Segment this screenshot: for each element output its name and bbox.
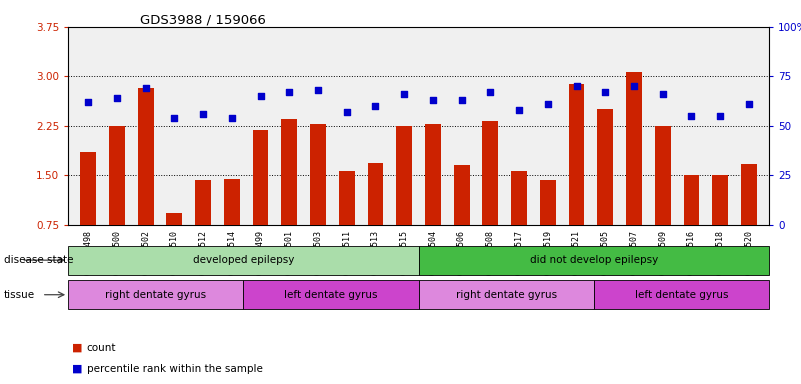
Bar: [654, 126, 670, 274]
Point: [685, 113, 698, 119]
Point: [541, 101, 554, 107]
Point: [656, 91, 669, 97]
Point: [82, 99, 95, 105]
Bar: [138, 88, 154, 274]
Bar: [281, 119, 297, 274]
Point: [197, 111, 210, 117]
Point: [513, 107, 525, 113]
Text: ■: ■: [72, 343, 83, 353]
Bar: [425, 124, 441, 274]
Bar: [598, 109, 613, 274]
Bar: [712, 175, 728, 274]
Text: ■: ■: [72, 364, 83, 374]
Text: left dentate gyrus: left dentate gyrus: [284, 290, 377, 300]
Point: [139, 85, 152, 91]
Text: count: count: [87, 343, 116, 353]
Text: developed epilepsy: developed epilepsy: [192, 255, 294, 265]
Bar: [418, 280, 594, 309]
Text: right dentate gyrus: right dentate gyrus: [456, 290, 557, 300]
Point: [743, 101, 755, 107]
Point: [312, 87, 324, 93]
Bar: [310, 124, 326, 274]
Bar: [68, 280, 244, 309]
Bar: [244, 280, 418, 309]
Point: [570, 83, 583, 89]
Bar: [482, 121, 498, 274]
Point: [283, 89, 296, 95]
Bar: [418, 246, 769, 275]
Text: right dentate gyrus: right dentate gyrus: [105, 290, 206, 300]
Bar: [224, 179, 239, 274]
Point: [398, 91, 411, 97]
Point: [168, 115, 181, 121]
Point: [369, 103, 382, 109]
Point: [599, 89, 612, 95]
Bar: [368, 163, 384, 274]
Point: [340, 109, 353, 115]
Bar: [683, 175, 699, 274]
Bar: [195, 180, 211, 274]
Point: [627, 83, 640, 89]
Bar: [167, 213, 183, 274]
Bar: [453, 166, 469, 274]
Bar: [540, 180, 556, 274]
Bar: [339, 170, 355, 274]
Bar: [569, 84, 585, 274]
Bar: [68, 246, 418, 275]
Point: [484, 89, 497, 95]
Bar: [109, 126, 125, 274]
Text: percentile rank within the sample: percentile rank within the sample: [87, 364, 263, 374]
Point: [714, 113, 727, 119]
Point: [111, 95, 123, 101]
Point: [225, 115, 238, 121]
Text: disease state: disease state: [4, 255, 74, 265]
Text: GDS3988 / 159066: GDS3988 / 159066: [140, 13, 266, 26]
Point: [455, 97, 468, 103]
Bar: [741, 164, 757, 274]
Point: [254, 93, 267, 99]
Bar: [626, 72, 642, 274]
Bar: [511, 170, 527, 274]
Text: left dentate gyrus: left dentate gyrus: [634, 290, 728, 300]
Bar: [252, 131, 268, 274]
Point: [426, 97, 439, 103]
Text: tissue: tissue: [4, 290, 35, 300]
Bar: [594, 280, 769, 309]
Bar: [396, 126, 412, 274]
Bar: [80, 152, 96, 274]
Text: did not develop epilepsy: did not develop epilepsy: [529, 255, 658, 265]
